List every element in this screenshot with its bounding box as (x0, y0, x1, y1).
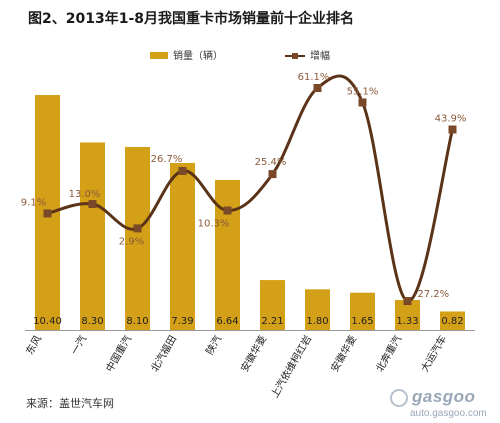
growth-value-label: 26.7% (151, 154, 183, 165)
legend-line-label: 增幅 (310, 49, 330, 62)
category-label: 一汽 (68, 333, 89, 357)
bar-value-label: 2.21 (261, 316, 283, 327)
growth-line (47, 74, 454, 303)
category-label: 北奔重汽 (373, 333, 404, 374)
bar (80, 142, 105, 330)
category-label: 大运汽车 (418, 333, 449, 374)
bar-value-label: 6.64 (216, 316, 238, 327)
growth-marker (448, 125, 457, 134)
gasgoo-logo-icon (390, 389, 408, 407)
watermark-url: auto.gasgoo.com (410, 408, 487, 419)
growth-value-label: 9.1% (21, 197, 46, 208)
bar-value-label: 1.33 (396, 316, 418, 327)
bar-value-label: 7.39 (171, 316, 193, 327)
growth-value-label: 25.4% (255, 157, 287, 168)
growth-value-label: -27.2% (414, 289, 449, 300)
bar (170, 163, 195, 330)
bar-value-label: 8.10 (126, 316, 148, 327)
category-label: 东风 (23, 333, 44, 357)
legend-bar-label: 销量（辆） (173, 49, 223, 62)
growth-value-label: 55.1% (347, 86, 379, 97)
bar (440, 311, 465, 330)
growth-marker (268, 170, 277, 179)
growth-marker (43, 209, 52, 218)
growth-marker (403, 297, 412, 305)
growth-value-label: 13.0% (69, 189, 101, 200)
growth-value-label: 43.9% (435, 113, 467, 124)
growth-marker (133, 224, 142, 233)
category-label: 安徽华菱 (328, 333, 359, 374)
bar-value-label: 1.80 (306, 316, 328, 327)
growth-value-label: 61.1% (298, 72, 330, 83)
category-label: 陕汽 (203, 333, 224, 357)
watermark-logo: gasgoo (412, 387, 476, 406)
bar (260, 280, 285, 330)
category-label: 中国重汽 (103, 333, 134, 374)
bar (305, 289, 330, 330)
growth-marker (223, 206, 232, 215)
bar-value-label: 10.40 (33, 316, 62, 327)
growth-marker (358, 98, 367, 107)
bar (350, 292, 375, 330)
category-label: 上汽依维柯红岩 (268, 333, 314, 400)
category-label: 北汽福田 (148, 333, 179, 374)
source-note: 来源：盖世汽车网 (26, 397, 114, 410)
growth-marker (88, 200, 97, 209)
bar (125, 146, 150, 330)
chart-title: 图2、2013年1-8月我国重卡市场销量前十企业排名 (28, 11, 354, 27)
watermark: gasgoo auto.gasgoo.com (386, 383, 498, 421)
growth-value-label: 2.9% (119, 236, 144, 247)
category-label: 安徽华菱 (238, 333, 269, 374)
growth-marker (313, 84, 322, 92)
bar-value-label: 0.82 (441, 316, 463, 327)
bar-value-label: 1.65 (351, 316, 373, 327)
growth-marker (178, 166, 187, 175)
legend-line-marker (292, 53, 298, 59)
legend-bar-swatch (150, 52, 168, 59)
bar (215, 179, 240, 330)
bar-value-label: 8.30 (81, 316, 103, 327)
growth-value-label: 10.3% (198, 219, 230, 230)
